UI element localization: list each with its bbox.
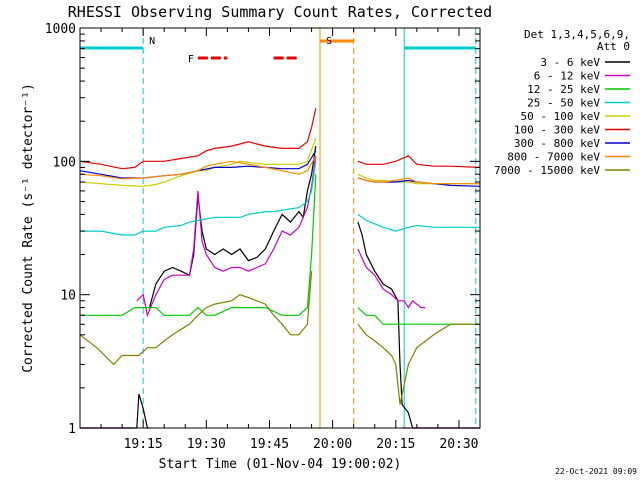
x-tick-label: 19:30 xyxy=(187,437,226,452)
timestamp: 22-Oct-2021 09:09 xyxy=(555,467,637,476)
legend-label: 100 - 300 keV xyxy=(514,124,600,137)
legend-label: 12 - 25 keV xyxy=(527,83,600,96)
x-tick-label: 19:15 xyxy=(124,437,163,452)
series-2-segment-1 xyxy=(357,307,480,325)
series-5-segment-1 xyxy=(357,155,481,168)
vertical-markers-layer xyxy=(79,28,477,428)
legend-label: 50 - 100 keV xyxy=(521,110,601,123)
flag-bar-label: F xyxy=(188,54,194,65)
series-7-segment-1 xyxy=(357,177,480,185)
series-1-segment-2 xyxy=(357,248,426,309)
series-0-segment-2 xyxy=(357,221,480,429)
series-6 xyxy=(79,150,481,187)
series-7 xyxy=(79,155,480,185)
series-7-segment-0 xyxy=(79,155,317,180)
legend-header: Att 0 xyxy=(597,40,630,53)
series-8 xyxy=(79,271,480,405)
series-8-segment-0 xyxy=(79,271,313,366)
legend-label: 3 - 6 keV xyxy=(540,56,600,69)
series-1-segment-1 xyxy=(136,155,317,318)
legend-label: 6 - 12 keV xyxy=(534,70,601,83)
flag-bars-layer: F N S xyxy=(80,36,476,65)
time-marker-n: N xyxy=(149,36,155,47)
x-tick-label: 20:30 xyxy=(439,437,478,452)
y-tick-label: 1 xyxy=(68,422,76,437)
series-2 xyxy=(80,174,480,325)
y-axis-label: Corrected Count Rate (s⁻¹ detector⁻¹) xyxy=(21,83,36,373)
series-5 xyxy=(79,108,481,170)
x-tick-label: 20:00 xyxy=(313,437,352,452)
series-8-segment-1 xyxy=(357,323,480,405)
legend-label: 800 - 7000 keV xyxy=(507,151,600,164)
x-axis-label: Start Time (01-Nov-04 19:00:02) xyxy=(159,457,402,472)
series-0-segment-1 xyxy=(148,146,317,308)
legend-label: 25 - 50 keV xyxy=(527,97,600,110)
y-axis: 1 10 100 1000 xyxy=(45,22,480,437)
y-tick-label: 1000 xyxy=(45,22,76,37)
series-1 xyxy=(80,155,480,429)
series-5-segment-0 xyxy=(79,108,317,170)
series-layer xyxy=(79,108,481,429)
series-3-segment-0 xyxy=(80,161,317,236)
x-tick-label: 20:15 xyxy=(376,437,415,452)
legend-header: Det 1,3,4,5,6,9, xyxy=(524,28,630,41)
y-tick-label: 10 xyxy=(60,289,76,304)
time-marker-s: S xyxy=(326,36,332,47)
chart-title: RHESSI Observing Summary Count Rates, Co… xyxy=(68,3,492,21)
series-3-segment-1 xyxy=(357,213,480,232)
series-4-segment-0 xyxy=(79,137,317,187)
series-0 xyxy=(80,146,480,429)
x-axis: 19:15 19:30 19:45 20:00 20:15 20:30 xyxy=(100,28,481,452)
y-tick-label: 100 xyxy=(53,155,76,170)
series-0-segment-0 xyxy=(80,393,150,429)
legend-label: 300 - 800 keV xyxy=(514,137,600,150)
series-3 xyxy=(80,161,480,236)
series-4 xyxy=(79,137,480,187)
x-tick-label: 19:45 xyxy=(250,437,289,452)
plot-frame xyxy=(79,27,481,429)
legend-label: 7000 - 15000 keV xyxy=(494,164,600,177)
